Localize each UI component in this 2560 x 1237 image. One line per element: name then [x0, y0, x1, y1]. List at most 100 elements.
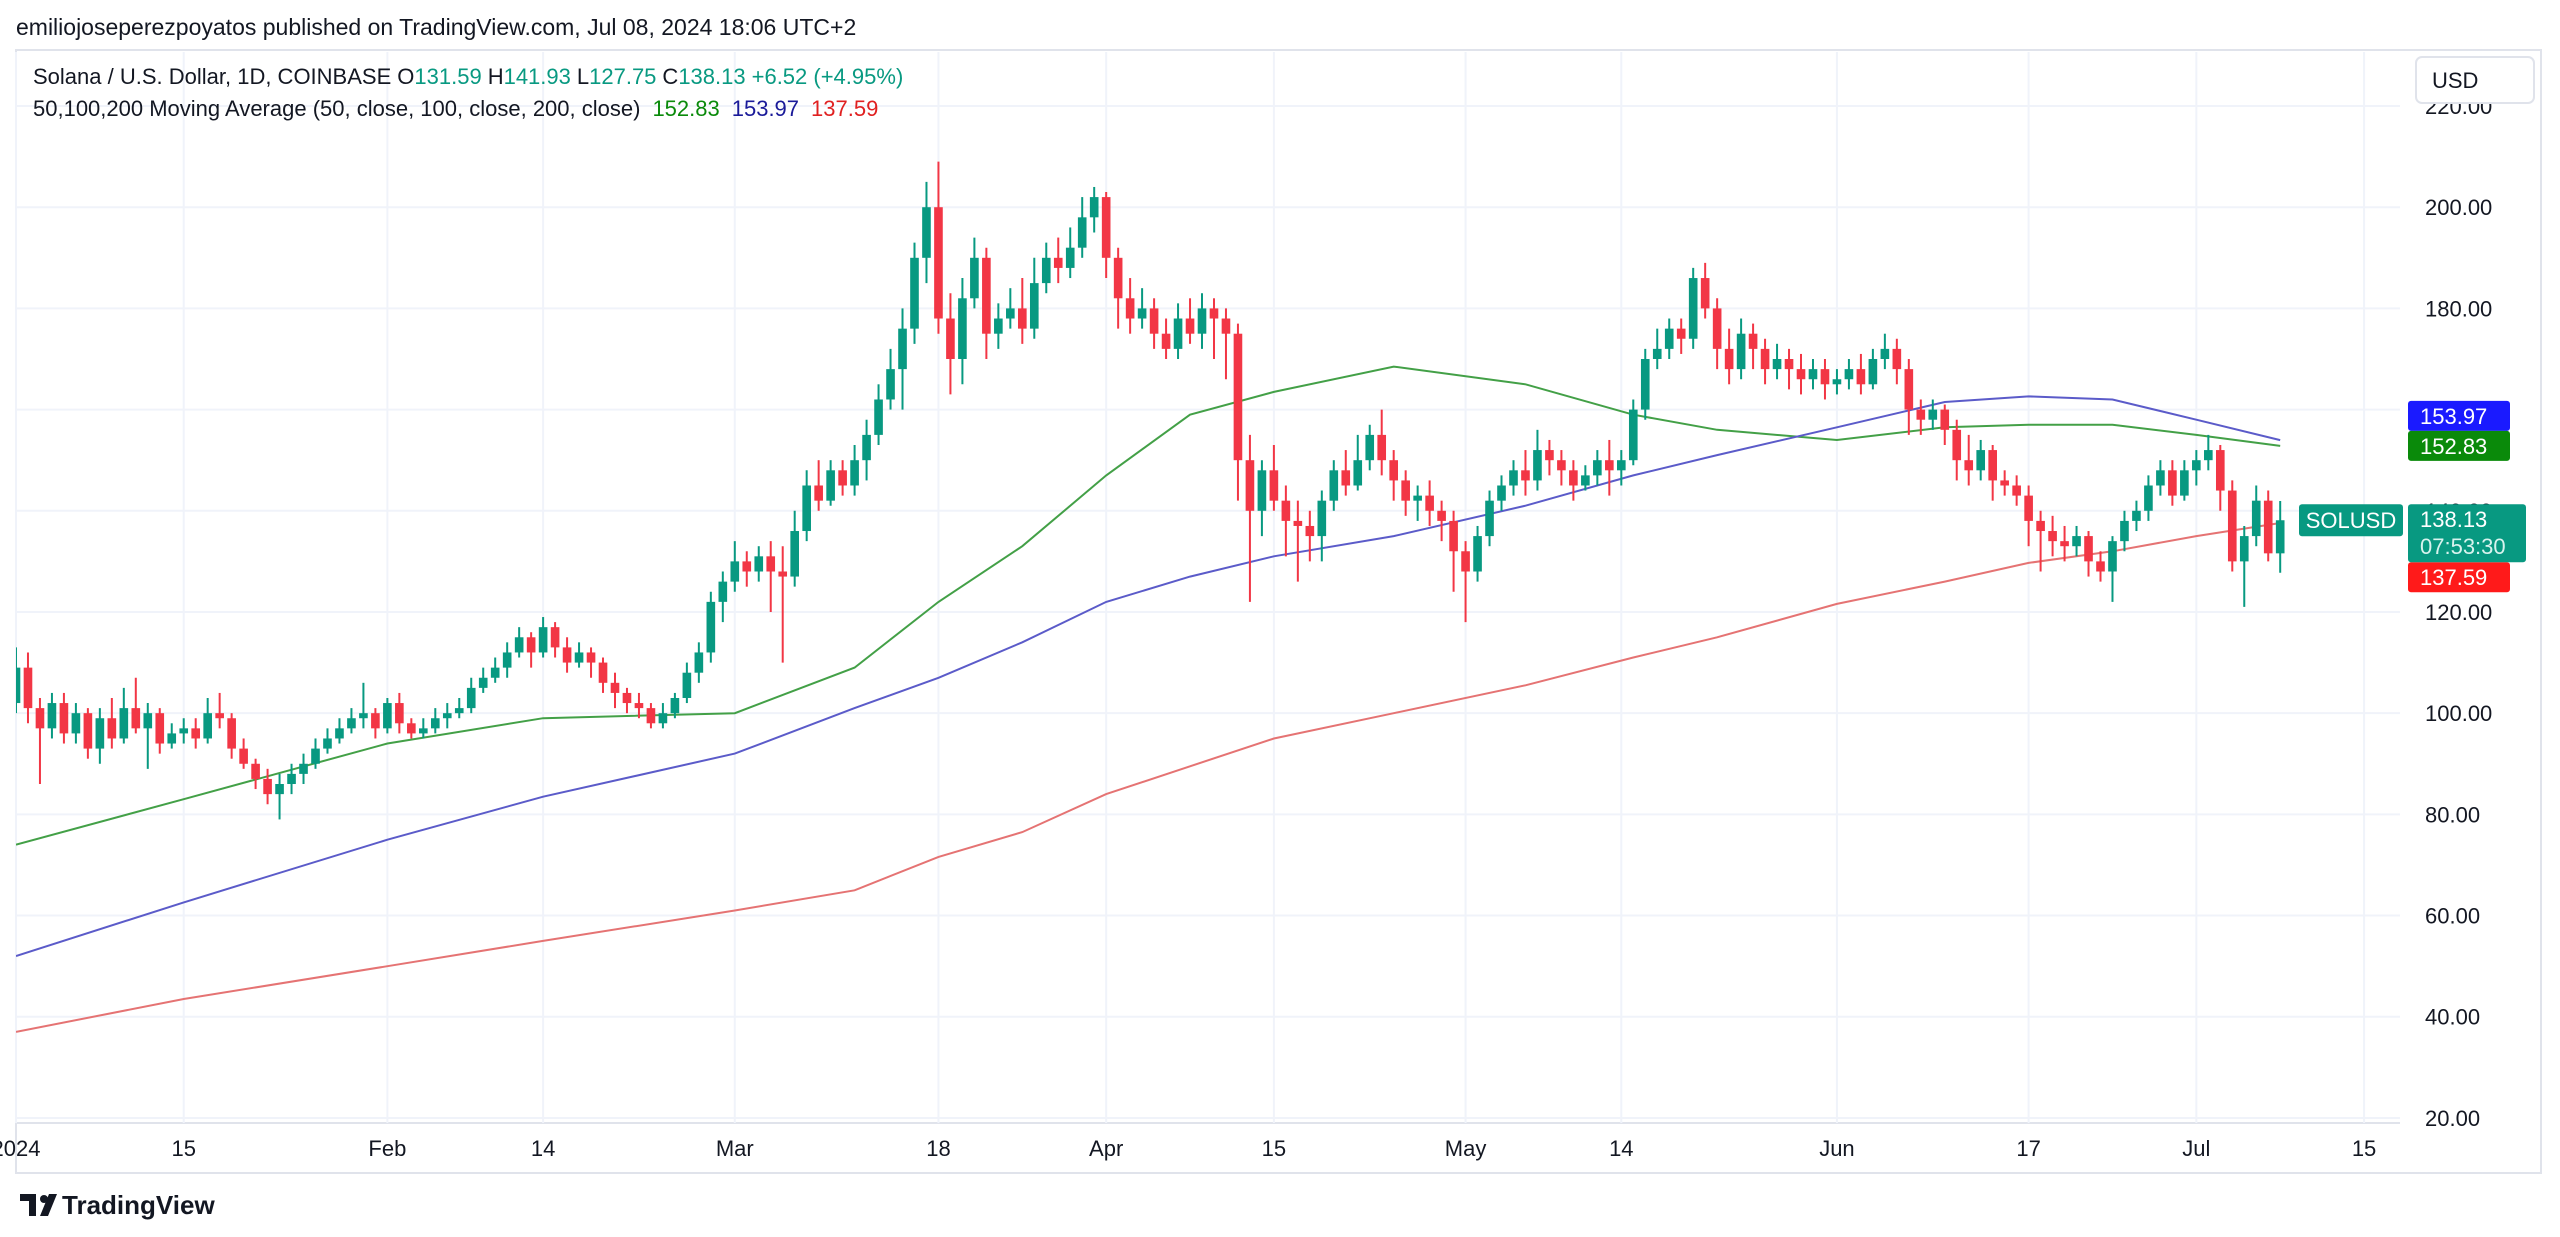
candle-body: [2096, 561, 2105, 572]
candle-body: [538, 627, 548, 653]
change: +6.52 (+4.95%): [751, 64, 904, 89]
x-tick-label: 14: [531, 1136, 555, 1161]
x-tick-label: Jul: [2182, 1136, 2210, 1161]
candle-body: [994, 318, 1003, 334]
candle-body: [2120, 520, 2129, 542]
candle-body: [1209, 308, 1219, 319]
candle-body: [1712, 308, 1722, 349]
candle-body: [622, 692, 632, 704]
candle-body: [407, 723, 416, 734]
candle-body: [59, 703, 69, 734]
x-tick-label: Mar: [716, 1136, 754, 1161]
candle-body: [119, 708, 129, 739]
symbol-tag: [2299, 504, 2403, 537]
candle-body: [2132, 510, 2141, 521]
candle-body: [2215, 450, 2225, 491]
candle-body: [2156, 470, 2165, 486]
y-tick-label: 120.00: [2425, 600, 2492, 625]
symbol-title: Solana / U.S. Dollar, 1D, COINBASE: [33, 64, 392, 89]
candle-body: [658, 713, 668, 724]
candle-body: [323, 738, 332, 749]
candle-body: [970, 257, 979, 299]
candle-body: [383, 703, 392, 729]
publish-note: emiliojoseperezpoyatos published on Trad…: [16, 14, 857, 40]
candle-body: [610, 682, 620, 693]
candle-body: [191, 728, 201, 739]
candle-body: [898, 328, 907, 370]
indicator-title: 50,100,200 Moving Average (50, close, 10…: [33, 96, 641, 121]
candle-body: [2048, 531, 2057, 542]
candle-body: [1365, 434, 1375, 461]
candle-body: [2227, 490, 2237, 562]
candle-body: [167, 733, 177, 744]
brand: TradingView: [20, 1190, 215, 1220]
price-tag-label: 152.83: [2420, 434, 2487, 459]
candle-body: [371, 713, 380, 729]
moving-average-line: [16, 395, 2281, 957]
candle-body: [1581, 475, 1590, 486]
ma-value: 137.59: [811, 96, 879, 121]
candle-body: [1509, 470, 1518, 486]
ohlc-value: 131.59: [414, 64, 482, 89]
candle-body: [946, 318, 955, 359]
x-tick-label: May: [1445, 1136, 1487, 1161]
price-tag-label: 137.59: [2420, 565, 2487, 590]
candle-body: [514, 637, 524, 653]
candle-body: [95, 718, 105, 749]
currency-button[interactable]: USD: [2415, 56, 2535, 104]
candle-body: [730, 561, 740, 582]
candle-body: [155, 713, 165, 744]
candle-body: [1916, 409, 1926, 420]
candle-body: [1952, 429, 1962, 461]
candle-body: [670, 697, 680, 714]
candle-body: [874, 399, 883, 435]
x-tick-label: 2024: [0, 1136, 40, 1161]
candle-body: [1868, 358, 1878, 385]
candle-body: [83, 713, 93, 749]
symbol-tag-label: SOLUSD: [2306, 508, 2396, 533]
candle-body: [1652, 348, 1662, 359]
candle-body: [1964, 460, 1974, 471]
candle-body: [862, 434, 871, 461]
candle-body: [1760, 348, 1770, 370]
y-tick-label: 20.00: [2425, 1106, 2480, 1131]
candle-body: [886, 369, 895, 400]
ma-value: 153.97: [731, 96, 800, 121]
candle-body: [1149, 308, 1159, 334]
currency-button-box[interactable]: [2415, 56, 2535, 104]
candle-body: [275, 784, 284, 795]
candle-body: [143, 713, 153, 729]
brand-logo-dot: [40, 1195, 48, 1203]
candle-body: [359, 713, 368, 719]
ohlc-label: O: [397, 64, 415, 89]
candle-body: [922, 207, 931, 258]
candle-body: [910, 257, 919, 329]
legend-indicator: 50,100,200 Moving Average (50, close, 10…: [33, 96, 878, 122]
candle-body: [982, 257, 991, 334]
candle-body: [1173, 318, 1183, 349]
ohlc-label: C: [662, 64, 679, 89]
candle-body: [1772, 358, 1782, 370]
candle-body: [1796, 369, 1806, 380]
candle-body: [1053, 257, 1063, 268]
candle-body: [766, 556, 776, 572]
ohlc-value: 141.93: [503, 64, 571, 89]
candle-body: [850, 460, 859, 486]
candle-body: [1461, 551, 1470, 572]
candle-body: [790, 531, 800, 577]
legend-main: Solana / U.S. Dollar, 1D, COINBASE O 131.…: [33, 64, 903, 90]
candle-body: [2024, 495, 2033, 521]
candle-body: [454, 708, 464, 714]
candle-body: [742, 561, 752, 572]
candle-body: [335, 728, 344, 739]
candle-body: [1101, 197, 1111, 258]
candle-body: [1616, 460, 1626, 471]
x-tick-label: Apr: [1089, 1136, 1123, 1161]
price-tag: [2408, 430, 2510, 461]
moving-average-line: [16, 365, 2281, 846]
currency-label[interactable]: USD: [2432, 68, 2478, 93]
x-tick-label: 15: [2352, 1136, 2376, 1161]
candle-body: [598, 662, 608, 683]
candle-body: [1437, 510, 1446, 521]
